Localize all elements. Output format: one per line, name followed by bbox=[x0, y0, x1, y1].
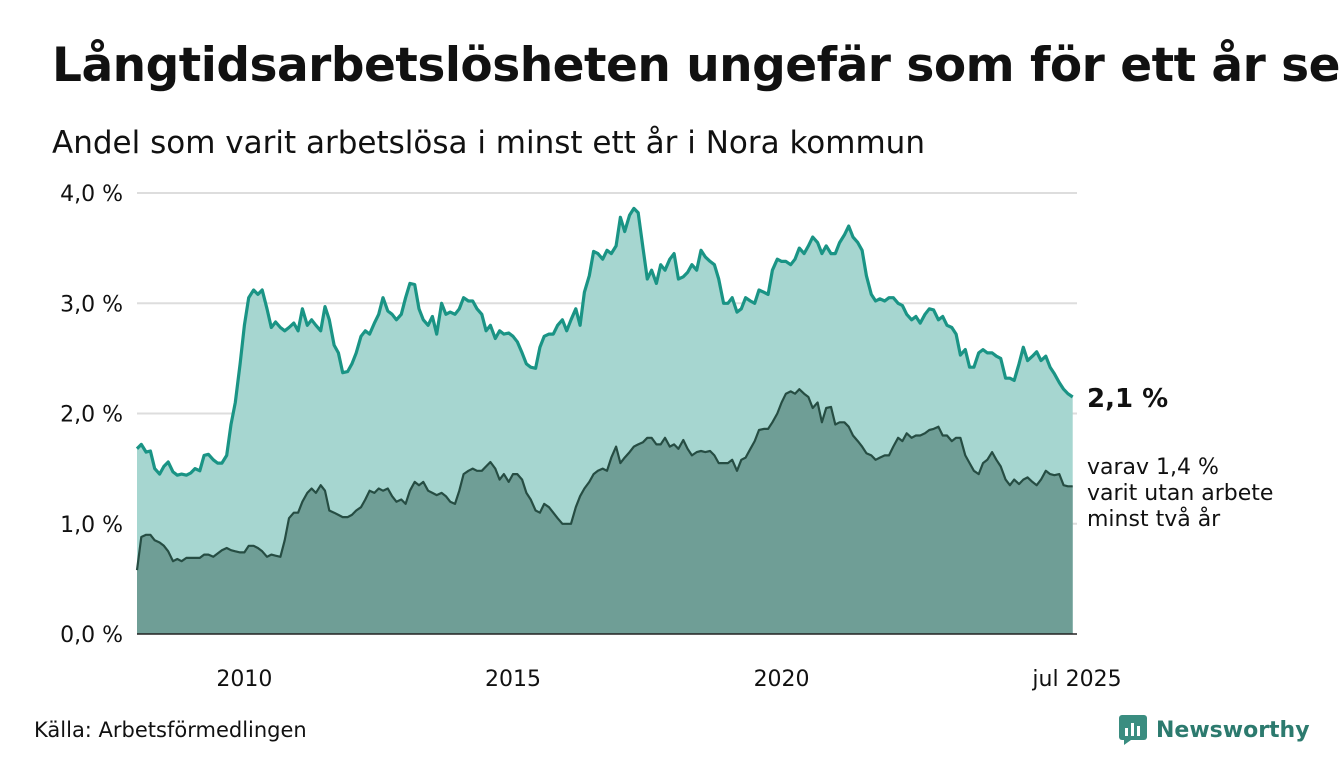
y-tick-label: 0,0 % bbox=[60, 623, 123, 648]
brand-name: Newsworthy bbox=[1156, 717, 1310, 743]
x-tick-label: 2010 bbox=[216, 667, 272, 692]
newsworthy-logo-icon bbox=[1119, 715, 1147, 745]
y-tick-label: 1,0 % bbox=[60, 513, 123, 538]
y-tick-label: 3,0 % bbox=[60, 292, 123, 317]
area-chart: 0,0 % 1,0 % 2,0 % 3,0 % 4,0 % 2010 2015 2020 jul… bbox=[60, 182, 1273, 692]
series-1-end-label: 2,1 % bbox=[1087, 384, 1168, 414]
x-tick-label: 2020 bbox=[754, 667, 810, 692]
series-2-end-label-line: minst två år bbox=[1087, 506, 1221, 532]
x-tick-label: 2015 bbox=[485, 667, 541, 692]
brand: Newsworthy bbox=[1118, 714, 1310, 746]
x-tick-label: jul 2025 bbox=[1031, 667, 1121, 692]
y-tick-label: 4,0 % bbox=[60, 182, 123, 207]
series-2-area bbox=[137, 389, 1073, 634]
source-note: Källa: Arbetsförmedlingen bbox=[34, 718, 307, 742]
chart-title: Långtidsarbetslösheten ungefär som för e… bbox=[52, 38, 1340, 93]
chart-subtitle: Andel som varit arbetslösa i minst ett å… bbox=[52, 125, 925, 161]
series-2-end-label: varav 1,4 % bbox=[1087, 455, 1219, 480]
y-tick-label: 2,0 % bbox=[60, 403, 123, 428]
series-2-line bbox=[135, 388, 1073, 571]
series-1-line bbox=[135, 206, 1074, 477]
series-2-end-label-line: varit utan arbete bbox=[1087, 481, 1273, 506]
